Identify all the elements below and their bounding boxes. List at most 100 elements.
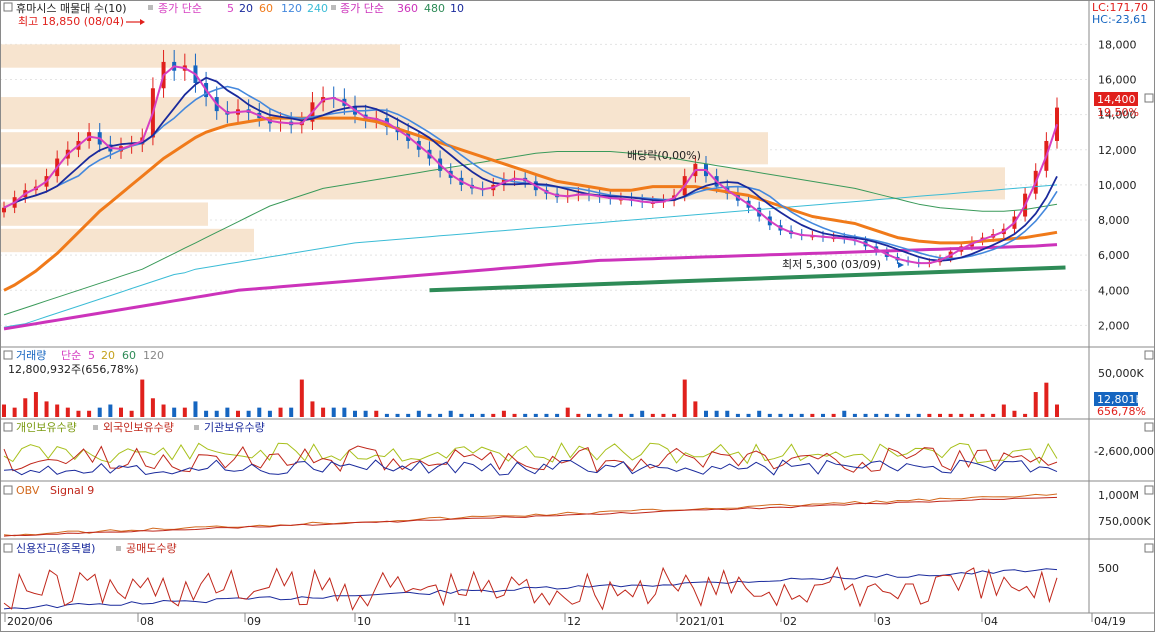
hc-label: HC:-23,61 xyxy=(1092,13,1147,26)
volume-zone xyxy=(0,202,208,226)
volume-bar xyxy=(193,401,198,417)
volume-bar xyxy=(406,413,411,417)
ma5-line xyxy=(3,65,1058,265)
price-y-axis: 18,000 16,000 14,000 12,000 10,000 8,000 6,000… xyxy=(1098,38,1137,332)
volume-bar xyxy=(416,410,421,417)
volume-bar xyxy=(501,410,506,417)
institution-holdings-line xyxy=(3,459,1058,476)
price-panel-close-icon[interactable] xyxy=(1144,93,1154,103)
volume-percent-tag: 656,78% xyxy=(1097,405,1146,418)
volume-panel-close-icon[interactable] xyxy=(1144,350,1154,360)
volume-bar xyxy=(980,413,985,417)
volume-bar xyxy=(789,413,794,417)
x-tick-label: 02 xyxy=(783,615,797,628)
volume-bar xyxy=(714,410,719,417)
volume-profile-zones xyxy=(0,44,1005,253)
foreign-holdings-label: 외국인보유수량 xyxy=(103,421,174,434)
volume-bar xyxy=(459,413,464,417)
volume-bar xyxy=(267,410,272,417)
obv-y-tick-2: 750,000K xyxy=(1098,515,1151,528)
lc-label: LC:171,70 xyxy=(1092,1,1148,14)
ma-title-2: 종가 단순 xyxy=(340,2,384,15)
obv-panel-close-icon[interactable] xyxy=(1144,485,1154,495)
volume-bar xyxy=(395,413,400,417)
volume-bar xyxy=(842,410,847,417)
volume-bar xyxy=(214,410,219,417)
volume-bar xyxy=(44,401,49,417)
volume-bar xyxy=(172,407,177,417)
volume-bar xyxy=(225,407,230,417)
volume-ma-title: 단순 xyxy=(61,349,81,362)
volume-ma-120: 120 xyxy=(143,349,164,362)
volume-bar xyxy=(799,413,804,417)
credit-y-tick: 500 xyxy=(1098,562,1119,575)
volume-bar xyxy=(735,413,740,417)
volume-bars xyxy=(2,379,1059,417)
volume-bar xyxy=(299,379,304,417)
ma-period-120: 120 xyxy=(281,2,302,15)
volume-bar xyxy=(1023,413,1028,417)
volume-bar xyxy=(150,398,155,417)
y-tick-label: 18,000 xyxy=(1098,38,1137,51)
y-tick-label: 6,000 xyxy=(1098,249,1130,262)
volume-bar xyxy=(874,413,879,417)
ma-period-240: 240 xyxy=(307,2,328,15)
volume-bar xyxy=(629,413,634,417)
volume-bar xyxy=(618,413,623,417)
x-tick-label: 09 xyxy=(247,615,261,628)
volume-bar xyxy=(204,410,209,417)
volume-current-tag: 12,801K xyxy=(1097,393,1143,406)
volume-bar xyxy=(821,413,825,417)
volume-bar xyxy=(565,407,570,417)
y-tick-label: 16,000 xyxy=(1098,73,1137,86)
moving-average-lines xyxy=(3,65,1066,331)
obv-signal-line xyxy=(3,496,1058,537)
ma-period-360: 360 xyxy=(397,2,418,15)
individual-holdings-line xyxy=(3,442,1058,465)
volume-bar xyxy=(608,413,613,417)
volume-bar xyxy=(650,413,655,417)
volume-bar xyxy=(182,407,187,417)
holders-panel-close-icon[interactable] xyxy=(1144,422,1154,432)
institution-holdings-label: 기관보유수량 xyxy=(204,421,265,434)
price-panel-title: 휴마시스 매물대 수(10) xyxy=(16,2,127,15)
ma-period-5: 5 xyxy=(227,2,234,15)
volume-bar xyxy=(555,413,560,417)
x-tick-label: 11 xyxy=(457,615,471,628)
ma-title: 종가 단순 xyxy=(158,2,202,15)
volume-bar xyxy=(661,413,666,417)
volume-bar xyxy=(682,379,687,417)
volume-bar xyxy=(363,410,368,417)
volume-max-label: 12,800,932주(656,78%) xyxy=(8,363,139,376)
volume-bar xyxy=(1012,410,1017,417)
volume-bar xyxy=(576,413,581,417)
volume-bar xyxy=(97,407,102,417)
volume-zone xyxy=(0,44,400,68)
x-tick-label: 2020/06 xyxy=(7,615,53,628)
volume-ma-5: 5 xyxy=(88,349,95,362)
volume-bar xyxy=(778,413,783,417)
volume-bar xyxy=(491,413,496,417)
volume-bar xyxy=(55,404,60,417)
volume-bar xyxy=(33,392,38,417)
volume-bar xyxy=(959,413,964,417)
volume-bar xyxy=(310,401,315,417)
ma-period-480: 480 xyxy=(424,2,445,15)
volume-ma-60: 60 xyxy=(122,349,136,362)
volume-bar xyxy=(1001,404,1006,417)
holders-y-tick: -2,600,000 xyxy=(1094,445,1154,458)
volume-bar xyxy=(342,407,347,417)
x-axis: 2020/06 08 09 10 11 12 2021/01 02 03 04 04/19 xyxy=(4,613,1126,628)
volume-bar xyxy=(948,413,953,417)
volume-bar xyxy=(916,413,921,417)
x-tick-label: 12 xyxy=(567,615,581,628)
x-tick-label: 04 xyxy=(984,615,998,628)
volume-bar xyxy=(587,413,591,417)
volume-bar xyxy=(927,413,932,417)
candle-body xyxy=(1055,107,1059,141)
y-tick-label: 14,000 xyxy=(1098,109,1137,122)
volume-bar xyxy=(831,413,836,417)
credit-panel-close-icon[interactable] xyxy=(1144,543,1154,553)
